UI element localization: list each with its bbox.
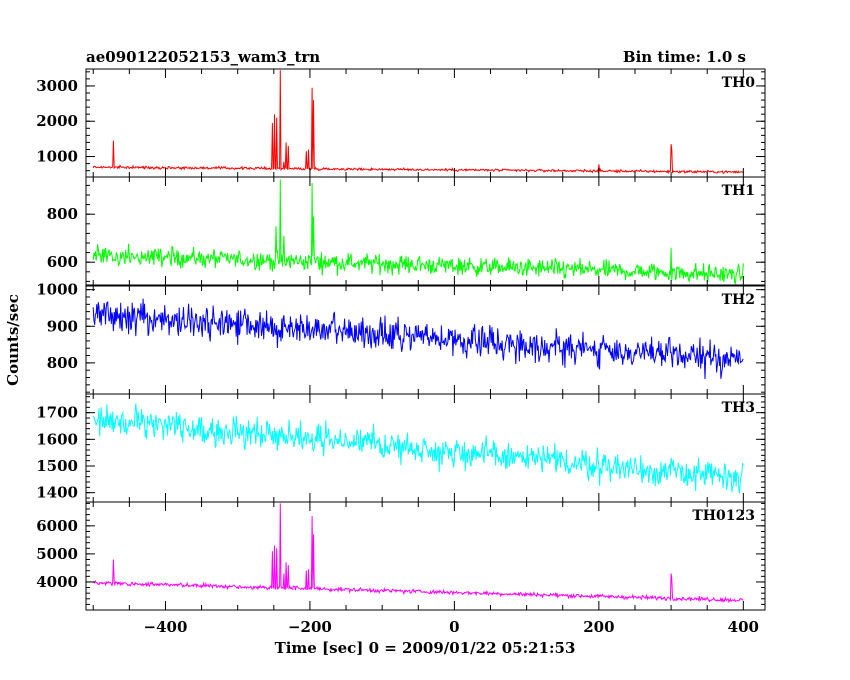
y-tick-label: 2000 — [36, 112, 78, 130]
y-tick-label: 1000 — [36, 148, 78, 166]
y-tick-label: 3000 — [36, 77, 78, 95]
y-tick-label: 800 — [47, 205, 78, 223]
y-tick-label: 4000 — [36, 573, 78, 591]
x-tick-label: 400 — [728, 618, 759, 636]
panel-frame — [85, 68, 766, 178]
series-line-th0123 — [92, 503, 744, 604]
y-tick-label: 1600 — [36, 430, 78, 448]
y-tick-label: 1500 — [36, 457, 78, 475]
series-line-th2 — [92, 298, 744, 380]
bin-time-label: Bin time: 1.0 s — [623, 48, 746, 66]
x-tick-label: −400 — [144, 618, 188, 636]
chart-title: ae090122052153_wam3_trn — [86, 48, 320, 66]
y-axis-title: Counts/sec — [4, 294, 22, 386]
x-axis-tick-labels: −400 −200 0 200 400 — [144, 618, 759, 636]
y-tick-label: 900 — [47, 317, 78, 335]
panels: 1000 2000 3000 TH0 600 800 TH1 800 900 1000 TH2 140… — [36, 68, 766, 611]
y-tick-label: 6000 — [36, 517, 78, 535]
series-line-th3 — [92, 403, 744, 494]
y-tick-label: 1400 — [36, 484, 78, 502]
x-tick-label: −200 — [288, 618, 332, 636]
y-tick-label: 600 — [47, 253, 78, 271]
y-tick-label: 800 — [47, 354, 78, 372]
panel-th0: 1000 2000 3000 TH0 — [36, 68, 766, 178]
x-axis-title: Time [sec] 0 = 2009/01/22 05:21:53 — [275, 639, 576, 657]
panel-frame — [85, 393, 766, 503]
y-tick-label: 1700 — [36, 404, 78, 422]
panel-th3: 1400 1500 1600 1700 TH3 — [36, 393, 766, 503]
series-line-th1 — [92, 179, 744, 286]
panel-name-label: TH0 — [722, 75, 756, 91]
y-tick-label: 1000 — [36, 281, 78, 299]
panel-th1: 600 800 TH1 — [47, 176, 766, 286]
panel-th2: 800 900 1000 TH2 — [36, 281, 766, 395]
x-tick-label: 200 — [583, 618, 614, 636]
y-tick-label: 5000 — [36, 545, 78, 563]
series-line-th0 — [92, 70, 744, 175]
panel-frame — [85, 501, 766, 611]
panel-name-label: TH2 — [722, 292, 755, 308]
panel-frame — [85, 176, 766, 286]
x-tick-label: 0 — [449, 618, 459, 636]
panel-frame — [85, 285, 766, 395]
panel-name-label: TH0123 — [692, 508, 755, 524]
panel-name-label: TH1 — [722, 183, 755, 199]
panel-th0123: 4000 5000 6000 TH0123 — [36, 501, 766, 611]
panel-name-label: TH3 — [722, 400, 755, 416]
